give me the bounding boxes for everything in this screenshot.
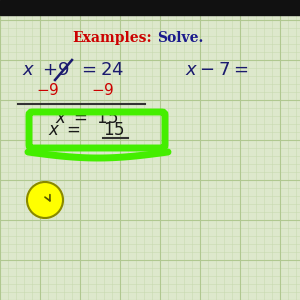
Text: Examples:: Examples: [72,31,152,45]
Bar [0,0,300,15]
Text: $x\ =\ $: $x\ =\ $ [48,121,81,139]
Text: $= 24$: $= 24$ [78,61,124,79]
Text: $9$: $9$ [57,61,69,79]
Text: $x\ =\ 15$: $x\ =\ 15$ [55,109,118,127]
Text: $-9$: $-9$ [36,82,60,98]
Text: $+$: $+$ [42,61,57,79]
Text: $x$: $x$ [22,61,35,79]
Text: $15$: $15$ [103,121,125,139]
Circle shape [27,182,63,218]
Text: Solve.: Solve. [157,31,203,45]
Text: $x - 7 =$: $x - 7 =$ [185,61,248,79]
Text: $-9$: $-9$ [91,82,115,98]
